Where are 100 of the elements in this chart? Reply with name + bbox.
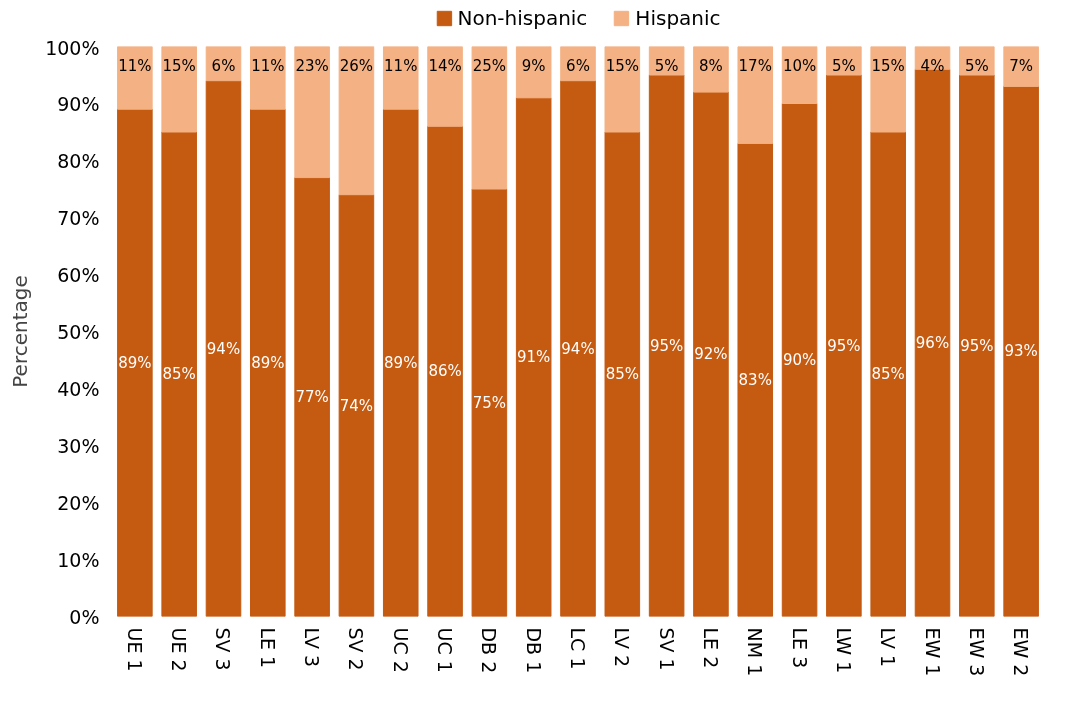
- data-label: 93%: [1004, 342, 1038, 361]
- data-label: 96%: [915, 333, 950, 352]
- bar: [117, 46, 153, 110]
- y-tick-label: 10%: [57, 548, 100, 571]
- bar: [161, 46, 197, 133]
- data-label: 95%: [960, 336, 994, 355]
- y-axis-title: Percentage: [8, 275, 33, 388]
- data-label: 83%: [738, 370, 772, 389]
- legend-label: Hispanic: [635, 6, 721, 30]
- data-label: 6%: [566, 56, 590, 75]
- x-tick-label: SV 2: [345, 627, 368, 671]
- x-tick-label: LV 1: [877, 627, 900, 668]
- data-label: 85%: [605, 365, 639, 384]
- bar: [1003, 85, 1039, 617]
- x-tick-label: NM 1: [744, 627, 767, 677]
- data-label: 90%: [782, 351, 817, 369]
- bar: [1003, 46, 1039, 87]
- data-label: 75%: [472, 393, 507, 412]
- data-label: 89%: [384, 353, 418, 372]
- bar: [515, 97, 552, 617]
- data-label: 94%: [561, 339, 595, 358]
- x-tick-label: UC 2: [389, 627, 412, 673]
- data-label: 9%: [521, 56, 546, 75]
- x-tick-label: UC 1: [434, 627, 457, 673]
- y-tick-label: 40%: [57, 377, 100, 400]
- bar: [294, 177, 330, 617]
- data-label: 11%: [118, 56, 152, 75]
- bar: [250, 108, 286, 617]
- data-label: 94%: [206, 339, 241, 358]
- data-label: 74%: [339, 396, 374, 415]
- data-label: 5%: [964, 56, 989, 75]
- data-label: 15%: [871, 56, 905, 75]
- data-label: 89%: [118, 353, 152, 372]
- data-label: 26%: [339, 56, 374, 75]
- bar: [737, 142, 774, 617]
- bar: [338, 46, 375, 196]
- bar: [427, 46, 463, 127]
- data-label: 8%: [699, 56, 723, 75]
- y-tick-label: 100%: [45, 36, 100, 59]
- bar: [515, 46, 552, 99]
- data-label: 10%: [782, 56, 817, 75]
- bar: [161, 131, 197, 617]
- data-label: 92%: [694, 345, 728, 364]
- x-tick-label: LE 2: [699, 627, 722, 669]
- x-tick-label: UE 2: [168, 627, 191, 672]
- data-label: 25%: [472, 56, 507, 75]
- bar: [250, 46, 286, 110]
- bar: [382, 108, 419, 617]
- x-tick-label: LW 1: [832, 627, 855, 674]
- x-tick-label: DB 2: [478, 627, 501, 674]
- x-tick-label: LV 2: [611, 627, 634, 668]
- y-tick-label: 90%: [57, 92, 100, 115]
- bar: [205, 80, 242, 617]
- legend-label: Non-hispanic: [457, 6, 588, 30]
- y-tick-label: 60%: [57, 263, 100, 286]
- data-label: 14%: [428, 56, 462, 75]
- data-label: 77%: [295, 388, 329, 407]
- bar: [338, 194, 375, 617]
- data-label: 15%: [605, 56, 639, 75]
- data-label: 85%: [871, 365, 905, 384]
- data-label: 5%: [654, 56, 679, 75]
- y-tick-label: 0%: [69, 605, 100, 628]
- bar: [693, 91, 729, 617]
- bar: [382, 46, 419, 110]
- data-label: 86%: [428, 362, 462, 381]
- y-tick-label: 80%: [57, 149, 100, 172]
- bar: [471, 188, 508, 617]
- data-label: 23%: [295, 56, 329, 75]
- bar: [693, 46, 729, 93]
- bar: [870, 46, 906, 133]
- data-label: 5%: [831, 56, 856, 75]
- x-tick-label: EW 3: [965, 627, 988, 677]
- x-tick-label: DB 1: [522, 627, 545, 674]
- bar: [427, 125, 463, 617]
- y-tick-label: 20%: [57, 491, 100, 514]
- bar: [604, 46, 641, 133]
- bar: [294, 46, 330, 179]
- data-label: 4%: [920, 56, 945, 75]
- data-label: 91%: [517, 348, 551, 367]
- x-tick-label: SV 3: [212, 627, 235, 671]
- bar: [870, 131, 906, 617]
- bar: [959, 74, 995, 617]
- bar: [826, 74, 862, 617]
- bar: [648, 74, 685, 617]
- data-label: 17%: [738, 56, 772, 75]
- x-tick-label: LV 3: [301, 627, 324, 668]
- bar: [117, 108, 153, 617]
- data-label: 7%: [1009, 56, 1034, 75]
- y-tick-label: 70%: [57, 206, 100, 229]
- data-label: 95%: [827, 336, 861, 355]
- x-tick-label: LC 1: [567, 627, 589, 670]
- x-tick-label: SV 1: [655, 627, 678, 671]
- data-label: 15%: [162, 56, 196, 75]
- data-label: 6%: [211, 56, 236, 75]
- bar: [560, 80, 596, 617]
- data-label: 85%: [162, 365, 196, 384]
- x-tick-label: LE 3: [788, 627, 811, 669]
- y-tick-label: 30%: [57, 434, 100, 457]
- data-label: 11%: [384, 56, 418, 75]
- data-label: 95%: [649, 336, 684, 355]
